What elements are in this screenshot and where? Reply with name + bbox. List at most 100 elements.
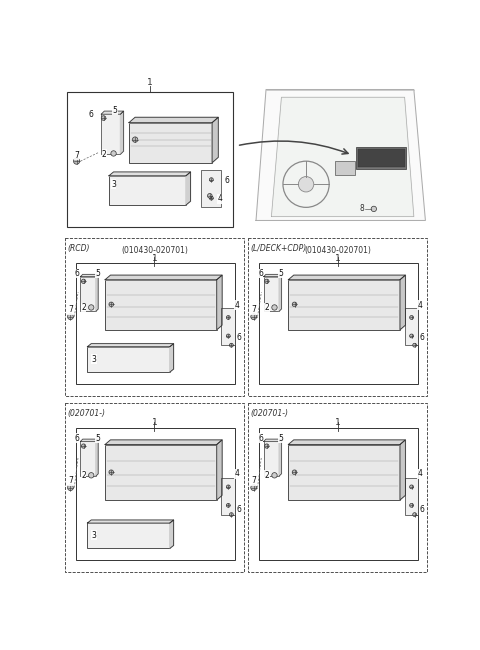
- Text: 2: 2: [264, 303, 269, 312]
- Bar: [248, 238, 427, 396]
- Text: 6: 6: [258, 269, 263, 278]
- Text: 6: 6: [258, 434, 263, 443]
- Circle shape: [409, 503, 413, 507]
- Polygon shape: [256, 90, 425, 220]
- Bar: [221, 478, 235, 515]
- Text: 6: 6: [75, 434, 80, 443]
- Polygon shape: [81, 439, 98, 441]
- Text: 7: 7: [68, 306, 73, 314]
- Bar: [81, 277, 96, 311]
- Circle shape: [207, 194, 212, 198]
- Polygon shape: [212, 117, 218, 162]
- Bar: [65, 238, 244, 396]
- Polygon shape: [170, 520, 174, 549]
- Text: 5: 5: [278, 269, 283, 278]
- Circle shape: [371, 206, 376, 212]
- Bar: [76, 263, 235, 384]
- Text: 5: 5: [95, 434, 100, 443]
- Polygon shape: [96, 439, 98, 476]
- Circle shape: [409, 315, 413, 319]
- Text: (RCD): (RCD): [67, 244, 90, 254]
- Circle shape: [292, 302, 297, 307]
- Bar: [87, 346, 170, 372]
- Text: 8: 8: [359, 204, 364, 213]
- Text: 4: 4: [217, 194, 222, 203]
- Bar: [87, 523, 170, 549]
- Polygon shape: [217, 275, 222, 330]
- Bar: [405, 478, 419, 515]
- Bar: [81, 441, 96, 476]
- Circle shape: [88, 473, 94, 478]
- Text: 4: 4: [234, 300, 239, 309]
- Circle shape: [264, 444, 269, 448]
- Text: 1: 1: [335, 254, 340, 263]
- Circle shape: [132, 137, 138, 142]
- Bar: [105, 445, 217, 500]
- Text: 1: 1: [152, 254, 157, 263]
- Polygon shape: [279, 274, 281, 311]
- Bar: [288, 445, 400, 500]
- Text: 6: 6: [75, 269, 80, 278]
- Polygon shape: [400, 440, 406, 500]
- Polygon shape: [288, 275, 406, 280]
- Text: (020701-): (020701-): [67, 409, 106, 418]
- Circle shape: [109, 470, 114, 474]
- Circle shape: [251, 314, 257, 320]
- Text: 6: 6: [224, 176, 229, 185]
- Text: 4: 4: [418, 300, 422, 309]
- Text: 4: 4: [418, 469, 422, 478]
- Bar: [65, 403, 244, 573]
- Circle shape: [88, 305, 94, 310]
- Text: 3: 3: [92, 354, 97, 363]
- Circle shape: [229, 343, 233, 347]
- Circle shape: [227, 315, 230, 319]
- Polygon shape: [87, 344, 174, 346]
- Text: 3: 3: [92, 531, 97, 540]
- Polygon shape: [264, 439, 281, 441]
- Bar: [109, 176, 186, 205]
- Text: 5: 5: [113, 106, 118, 115]
- Polygon shape: [400, 275, 406, 330]
- Circle shape: [299, 177, 314, 192]
- Polygon shape: [105, 275, 222, 280]
- Circle shape: [272, 473, 277, 478]
- Text: 3: 3: [111, 180, 116, 188]
- Bar: [356, 148, 406, 169]
- Polygon shape: [217, 440, 222, 500]
- Polygon shape: [96, 274, 98, 311]
- Text: 5: 5: [95, 269, 100, 278]
- Circle shape: [227, 503, 230, 507]
- Circle shape: [227, 485, 230, 489]
- Circle shape: [264, 279, 269, 283]
- Bar: [76, 428, 235, 560]
- Circle shape: [101, 116, 106, 120]
- Text: 2: 2: [81, 303, 86, 312]
- Bar: [358, 149, 405, 167]
- Circle shape: [272, 305, 277, 310]
- Circle shape: [209, 177, 213, 181]
- Text: 2: 2: [102, 150, 107, 159]
- Polygon shape: [109, 172, 191, 176]
- Bar: [259, 263, 419, 384]
- Circle shape: [292, 470, 297, 474]
- Circle shape: [68, 485, 73, 491]
- Bar: [201, 170, 221, 207]
- Circle shape: [111, 151, 116, 156]
- Text: 6: 6: [420, 333, 425, 343]
- Bar: [105, 280, 217, 330]
- Text: 7: 7: [251, 476, 256, 485]
- Text: 7: 7: [251, 306, 256, 314]
- Circle shape: [413, 343, 417, 347]
- Bar: [221, 308, 235, 345]
- Polygon shape: [170, 344, 174, 372]
- Bar: [67, 92, 233, 227]
- Circle shape: [227, 334, 230, 338]
- Bar: [288, 280, 400, 330]
- Circle shape: [209, 196, 213, 200]
- Polygon shape: [81, 274, 98, 277]
- Circle shape: [82, 444, 86, 448]
- Text: 6: 6: [88, 111, 93, 120]
- Polygon shape: [87, 520, 174, 523]
- Text: 6: 6: [237, 505, 241, 514]
- Text: (L/DECK+CDP): (L/DECK+CDP): [251, 244, 307, 254]
